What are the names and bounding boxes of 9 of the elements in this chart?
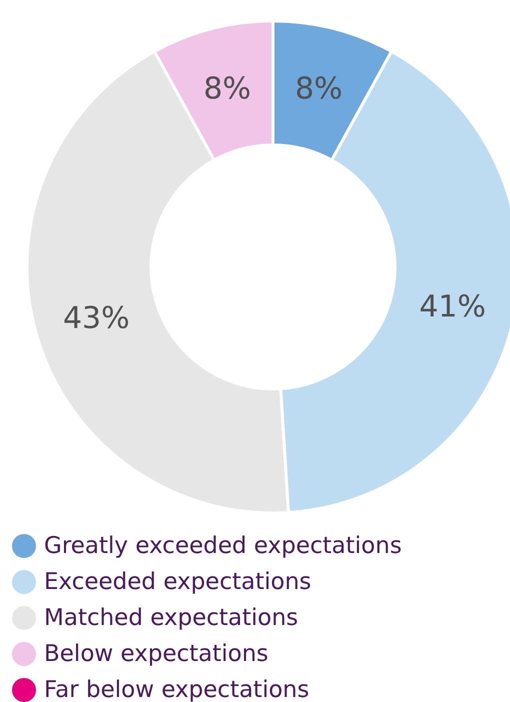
legend-label: Exceeded expectations [44, 569, 312, 595]
data-label: 8% [294, 71, 343, 106]
legend-label: Below expectations [44, 641, 268, 667]
data-label: 43% [62, 300, 130, 336]
data-label: 41% [419, 290, 486, 325]
data-label: 8% [203, 71, 252, 106]
legend-label: Matched expectations [44, 605, 298, 631]
legend-label: Far below expectations [44, 677, 310, 702]
legend-label: Greatly exceeded expectations [44, 533, 402, 559]
